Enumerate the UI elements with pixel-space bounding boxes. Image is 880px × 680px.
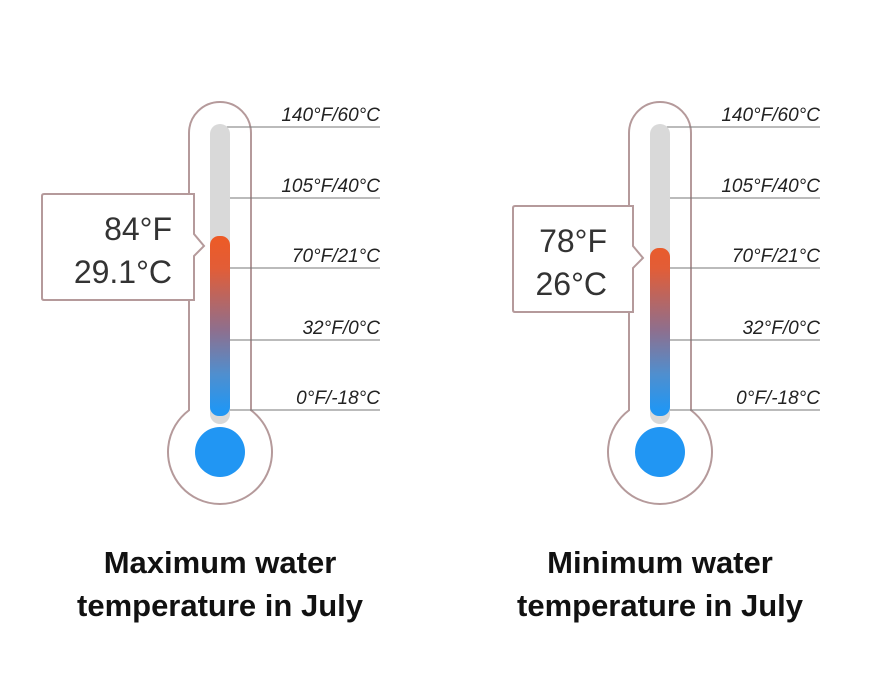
tick-label: 0°F/-18°C [736, 388, 820, 409]
tick-label: 140°F/60°C [721, 105, 820, 126]
value-celsius: 26°C [536, 266, 608, 302]
tick-label: 32°F/0°C [302, 318, 380, 339]
tick-label: 105°F/40°C [721, 176, 820, 197]
mercury-bulb [195, 427, 245, 477]
value-callout [41, 193, 206, 301]
tick-label: 32°F/0°C [742, 318, 820, 339]
mercury-column [210, 236, 230, 416]
chart-title-line-1: Minimum water [547, 545, 773, 580]
thermometer-minimum: 140°F/60°C 105°F/40°C 70°F/21°C 32°F/0°C 0°F… [512, 101, 820, 623]
value-callout [512, 205, 645, 313]
mercury-column [650, 248, 670, 416]
tick-label: 70°F/21°C [732, 246, 820, 267]
value-fahrenheit: 84°F [104, 211, 172, 247]
chart-title-line-2: temperature in July [77, 588, 364, 623]
value-celsius: 29.1°C [74, 254, 172, 290]
value-fahrenheit: 78°F [539, 223, 607, 259]
tick-label: 70°F/21°C [292, 246, 380, 267]
tick-label: 105°F/40°C [281, 176, 380, 197]
tick-label: 140°F/60°C [281, 105, 380, 126]
chart-title-line-1: Maximum water [104, 545, 337, 580]
chart-title-line-2: temperature in July [517, 588, 804, 623]
thermometer-maximum: 140°F/60°C 105°F/40°C 70°F/21°C 32°F/0°C 0°F… [41, 101, 380, 623]
tick-label: 0°F/-18°C [296, 388, 380, 409]
mercury-bulb [635, 427, 685, 477]
